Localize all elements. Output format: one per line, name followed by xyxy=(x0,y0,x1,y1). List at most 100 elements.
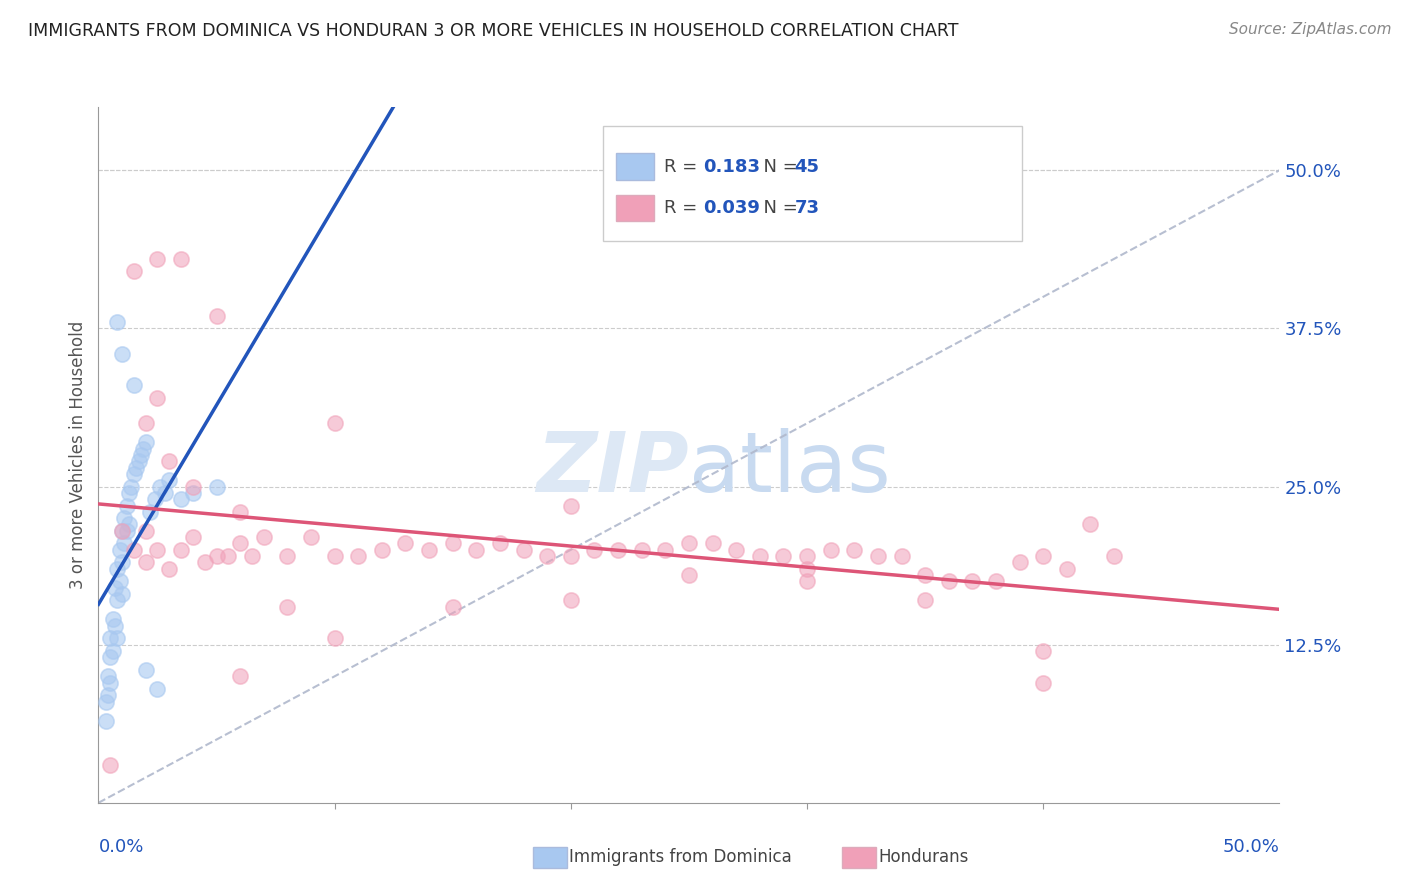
Point xyxy=(276,549,298,563)
Text: Immigrants from Dominica: Immigrants from Dominica xyxy=(569,848,792,866)
Point xyxy=(347,549,370,563)
Point xyxy=(323,417,346,431)
Point xyxy=(866,549,889,563)
Point xyxy=(122,467,145,481)
Point xyxy=(299,530,322,544)
Point xyxy=(122,542,145,557)
Point xyxy=(512,542,534,557)
Point xyxy=(796,549,818,563)
Point xyxy=(205,309,228,323)
Point xyxy=(1032,675,1054,690)
Point xyxy=(820,542,842,557)
Point xyxy=(122,378,145,392)
Point xyxy=(128,454,150,468)
Point xyxy=(135,435,157,450)
Point xyxy=(560,549,582,563)
Point xyxy=(914,593,936,607)
Point xyxy=(205,479,228,493)
Point xyxy=(630,542,652,557)
Point xyxy=(157,562,180,576)
Text: atlas: atlas xyxy=(689,428,890,509)
Point xyxy=(240,549,263,563)
Point xyxy=(678,536,700,550)
Point xyxy=(97,688,120,702)
Point xyxy=(170,252,193,266)
Point xyxy=(796,562,818,576)
Point xyxy=(97,669,120,683)
Point xyxy=(108,574,131,589)
Point xyxy=(489,536,512,550)
Point xyxy=(536,549,558,563)
Point xyxy=(465,542,488,557)
Point xyxy=(135,556,157,570)
Point xyxy=(678,568,700,582)
Point xyxy=(1080,517,1102,532)
Point xyxy=(1032,549,1054,563)
Point xyxy=(111,524,134,538)
Point xyxy=(101,644,124,658)
Text: Hondurans: Hondurans xyxy=(879,848,969,866)
Point xyxy=(181,479,204,493)
Point xyxy=(105,562,128,576)
Text: 45: 45 xyxy=(794,158,820,176)
Point xyxy=(560,593,582,607)
Point xyxy=(962,574,984,589)
Point xyxy=(984,574,1007,589)
Point xyxy=(135,417,157,431)
Point xyxy=(146,252,169,266)
Point xyxy=(125,460,148,475)
Point xyxy=(94,714,117,728)
Point xyxy=(170,542,193,557)
Point xyxy=(118,486,141,500)
Point xyxy=(157,473,180,487)
Point xyxy=(205,549,228,563)
Point xyxy=(135,524,157,538)
Point xyxy=(139,505,162,519)
Point xyxy=(98,632,121,646)
Point xyxy=(583,542,606,557)
Point xyxy=(98,757,121,772)
Text: R =: R = xyxy=(664,199,703,217)
Point xyxy=(111,556,134,570)
Point xyxy=(132,442,155,456)
Point xyxy=(104,618,127,632)
Point xyxy=(772,549,794,563)
Text: Source: ZipAtlas.com: Source: ZipAtlas.com xyxy=(1229,22,1392,37)
Point xyxy=(121,479,143,493)
Point xyxy=(111,524,134,538)
Point xyxy=(146,681,169,696)
Point xyxy=(1032,644,1054,658)
Point xyxy=(111,347,134,361)
Point xyxy=(105,632,128,646)
Point xyxy=(112,536,135,550)
Point xyxy=(149,479,172,493)
Point xyxy=(143,492,166,507)
Point xyxy=(914,568,936,582)
Point xyxy=(323,632,346,646)
Point xyxy=(229,669,252,683)
Point xyxy=(844,542,866,557)
Point xyxy=(253,530,276,544)
Point xyxy=(170,492,193,507)
Point xyxy=(748,549,770,563)
Point xyxy=(104,581,127,595)
Point xyxy=(146,542,169,557)
Point xyxy=(276,599,298,614)
Point xyxy=(157,454,180,468)
Point xyxy=(98,650,121,665)
Point xyxy=(112,511,135,525)
Point xyxy=(560,499,582,513)
Point xyxy=(418,542,440,557)
Point xyxy=(371,542,394,557)
Point xyxy=(1056,562,1078,576)
Text: R =: R = xyxy=(664,158,703,176)
Point xyxy=(654,542,676,557)
Point xyxy=(323,549,346,563)
Point xyxy=(135,663,157,677)
Point xyxy=(94,695,117,709)
Point xyxy=(607,542,630,557)
Point xyxy=(98,675,121,690)
Point xyxy=(122,264,145,278)
Point xyxy=(441,599,464,614)
Point xyxy=(118,517,141,532)
